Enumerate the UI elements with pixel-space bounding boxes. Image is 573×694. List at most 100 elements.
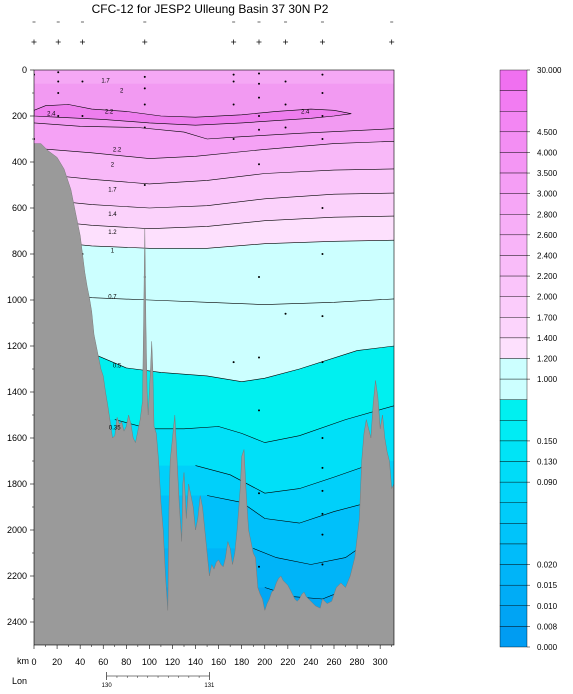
x-tick-label: 160 — [211, 657, 226, 667]
colorbar-cell — [499, 275, 528, 297]
y-tick-label: 800 — [12, 249, 27, 259]
colorbar-cell — [499, 234, 528, 256]
band-2.2 — [34, 70, 394, 139]
sample-point — [57, 80, 60, 83]
x-tick-label: 20 — [52, 657, 62, 667]
sample-point — [258, 409, 260, 412]
colorbar-label: 1.200 — [537, 355, 558, 364]
y-tick-label: 2000 — [7, 525, 27, 535]
sample-point — [321, 533, 324, 536]
sample-point — [143, 103, 146, 106]
x-tick-label: 220 — [280, 657, 295, 667]
contour-label: 2.4 — [47, 112, 56, 118]
sample-point — [232, 80, 235, 83]
colorbar-cell — [499, 502, 528, 524]
sample-point — [81, 115, 84, 117]
colorbar-label: 4.000 — [537, 148, 558, 157]
sample-point — [321, 563, 324, 566]
colorbar-cell — [499, 523, 528, 545]
x-axis: 0 20 40 60 80 100 120 140 160 180 200 220 240 260 280 3… — [31, 645, 392, 667]
x-tick-label: 240 — [303, 657, 318, 667]
sample-point — [284, 80, 287, 83]
y-tick-label: 400 — [12, 157, 27, 167]
contour-line — [34, 122, 394, 140]
colorbar-label: 0.008 — [537, 622, 558, 631]
sample-point — [284, 126, 287, 129]
sample-point — [258, 492, 260, 495]
colorbar-label: 2.000 — [537, 293, 558, 302]
sample-point — [143, 87, 146, 90]
colorbar-cell — [499, 172, 528, 194]
x-tick-label: 40 — [75, 657, 85, 667]
contour-label: 1 — [111, 249, 115, 255]
contour-line — [195, 460, 381, 494]
contour-label: 0.7 — [108, 295, 117, 301]
sample-point — [258, 82, 260, 85]
plot-area: 1.7 2 2.2 2.4 2.4 2.2 2 1.7 1.4 1.2 1 0.7 0.5 0.35 — [34, 70, 394, 645]
sample-point — [258, 276, 260, 278]
sample-point — [258, 72, 260, 75]
contour-line — [34, 215, 394, 230]
contour-line — [34, 168, 394, 185]
x-tick-label: 140 — [188, 657, 203, 667]
colorbar-cell — [499, 214, 528, 236]
colorbar-label: 0.010 — [537, 602, 558, 611]
y-tick-label: 1200 — [7, 341, 27, 351]
x-tick-label: 200 — [257, 657, 272, 667]
sample-point — [143, 75, 146, 78]
contour-line — [34, 292, 394, 305]
colorbar-cell — [499, 152, 528, 174]
colorbar-label: 2.200 — [537, 272, 558, 281]
x-tick-label: 260 — [326, 657, 341, 667]
x-tick-label: 300 — [373, 657, 388, 667]
contour-label: 0.5 — [113, 364, 122, 370]
sample-point — [284, 312, 287, 315]
sample-point — [143, 184, 146, 186]
colorbar-label: 4.500 — [537, 128, 558, 137]
sample-point — [258, 565, 260, 568]
sample-point — [258, 128, 260, 131]
colorbar-cell — [499, 255, 528, 277]
colorbar-cell — [499, 358, 528, 380]
lon-label: Lon — [12, 676, 27, 686]
contour-label: 2 — [111, 162, 115, 168]
contour-line — [34, 104, 352, 126]
contour-labels: 1.7 2 2.2 2.4 2.4 2.2 2 1.7 1.4 1.2 1 0.7 0.5 0.35 — [47, 78, 310, 431]
sample-point — [232, 73, 235, 76]
y-tick-label: 2400 — [7, 617, 27, 627]
colorbar-label: 0.000 — [537, 643, 558, 652]
contour-label: 1.7 — [108, 188, 117, 194]
colorbar-label: 1.000 — [537, 375, 558, 384]
colorbar-cell — [499, 90, 528, 112]
contour-line — [80, 345, 394, 383]
sample-point — [321, 207, 324, 209]
sample-point — [321, 73, 324, 76]
x-tick-label: 280 — [350, 657, 365, 667]
sample-point — [258, 163, 260, 166]
contour-line — [34, 192, 394, 209]
contour-label: 1.2 — [108, 230, 117, 236]
x-axis-label: km — [17, 656, 29, 666]
colorbar-cell — [499, 626, 528, 648]
sample-point — [321, 437, 324, 439]
x-tick-label: 80 — [121, 657, 131, 667]
station-markers — [31, 21, 395, 45]
colorbar-label: 0.150 — [537, 437, 558, 446]
colorbar-cell — [499, 378, 528, 400]
y-axis: 0 200 400 600 800 1000 1200 1400 1600 1800 2000 220… — [7, 65, 34, 627]
sample-point — [321, 92, 324, 94]
sample-point — [81, 80, 84, 83]
colorbar-label: 2.400 — [537, 251, 558, 260]
colorbar-cell — [499, 564, 528, 586]
sample-point — [321, 315, 324, 318]
x-tick-label: 180 — [234, 657, 249, 667]
colorbar-label: 0.130 — [537, 458, 558, 467]
colorbar-label: 1.400 — [537, 334, 558, 343]
colorbar-label: 30.000 — [537, 66, 562, 75]
lon-axis: 130 131 — [102, 672, 215, 689]
colorbar: 30.000 4.500 4.000 3.500 3.000 2.800 2.600 2.40… — [499, 66, 562, 652]
colorbar-label: 3.000 — [537, 190, 558, 199]
bathymetry — [34, 143, 394, 645]
x-tick-label: 120 — [165, 657, 180, 667]
